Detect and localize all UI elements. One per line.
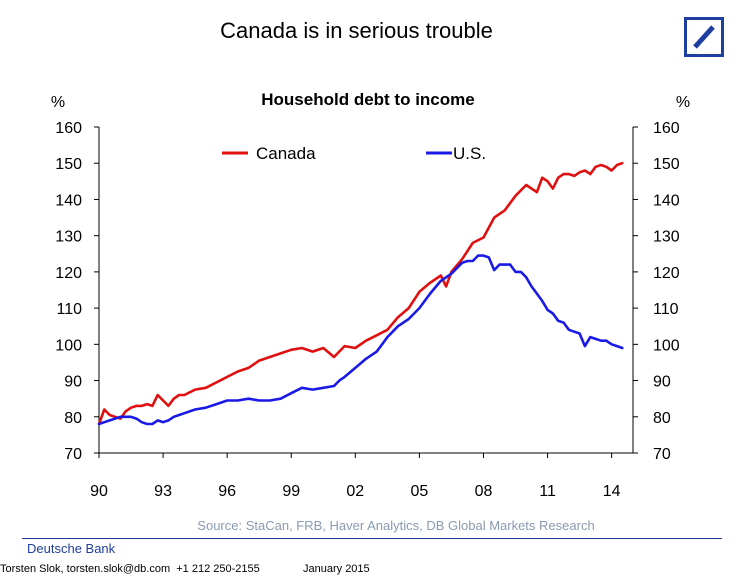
logo-frame (684, 17, 724, 57)
y-tick-label-left: 140 (55, 192, 82, 209)
x-tick-label: 05 (411, 483, 429, 500)
series-line-canada (97, 161, 624, 426)
y-axis-unit-right: % (676, 94, 690, 111)
footer-brand: Deutsche Bank (27, 541, 116, 556)
legend-label: U.S. (453, 144, 486, 163)
x-tick-label: 14 (603, 483, 621, 500)
y-tick-label-right: 80 (653, 410, 671, 427)
y-tick-label-left: 110 (56, 301, 82, 318)
y-tick-label-right: 110 (653, 301, 679, 318)
logo-slash (693, 25, 715, 49)
series-line-us (97, 254, 624, 426)
deutsche-bank-logo-icon (684, 17, 724, 57)
y-tick-label-left: 120 (55, 265, 82, 282)
y-tick-label-left: 130 (55, 229, 82, 246)
chart-title: Household debt to income (261, 90, 474, 109)
axes: 70 70 80 80 90 90 100 100 110 110 120 120 130 130 140 1… (55, 120, 680, 500)
footer-contact: Torsten Slok, torsten.slok@db.com +1 212… (0, 563, 260, 575)
y-tick-label-right: 70 (653, 446, 671, 463)
chart-container: Household debt to income % % 70 70 80 80 90 9… (51, 90, 690, 533)
y-tick-label-left: 90 (64, 374, 82, 391)
y-tick-label-left: 160 (55, 120, 82, 137)
x-tick-label: 96 (218, 483, 236, 500)
x-tick-label: 93 (154, 483, 172, 500)
y-tick-label-right: 120 (653, 265, 680, 282)
y-tick-label-left: 100 (55, 337, 82, 354)
y-tick-label-left: 70 (64, 446, 82, 463)
y-tick-label-right: 90 (653, 374, 671, 391)
footer-divider (22, 538, 722, 539)
y-tick-label-left: 80 (64, 410, 82, 427)
y-tick-label-right: 140 (653, 192, 680, 209)
x-tick-label: 08 (475, 483, 493, 500)
slide-title: Canada is in serious trouble (220, 18, 493, 43)
legend-label: Canada (256, 144, 316, 163)
footer-date: January 2015 (303, 563, 370, 575)
legend: Canada U.S. (222, 144, 486, 163)
x-tick-label: 90 (90, 483, 108, 500)
x-tick-label: 99 (282, 483, 300, 500)
y-tick-label-right: 160 (653, 120, 680, 137)
x-tick-label: 11 (539, 483, 556, 500)
x-tick-label: 02 (346, 483, 364, 500)
y-tick-label-right: 150 (653, 156, 680, 173)
source-note: Source: StaCan, FRB, Haver Analytics, DB… (197, 518, 594, 533)
y-tick-label-left: 150 (55, 156, 82, 173)
line-chart: Household debt to income % % 70 70 80 80 90 9… (51, 90, 690, 533)
y-axis-unit-left: % (51, 94, 65, 111)
y-tick-label-right: 100 (653, 337, 680, 354)
y-tick-label-right: 130 (653, 229, 680, 246)
series-lines (97, 161, 624, 426)
